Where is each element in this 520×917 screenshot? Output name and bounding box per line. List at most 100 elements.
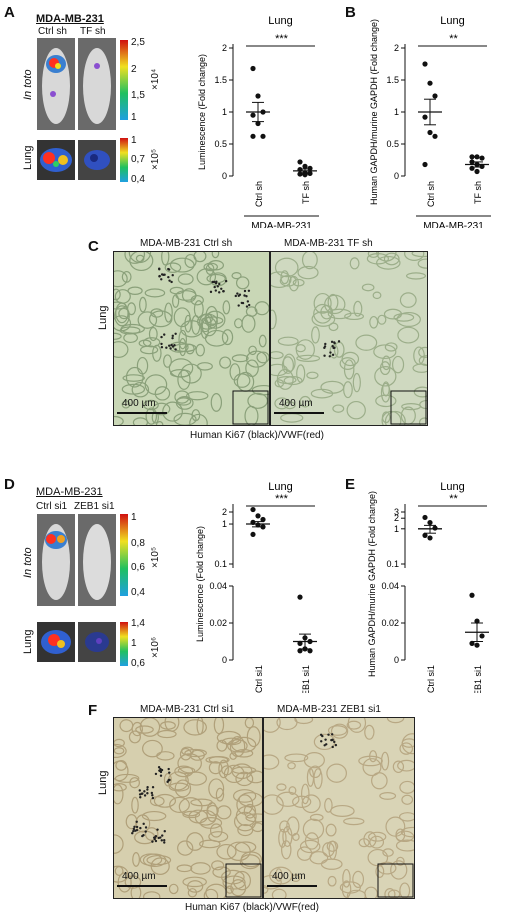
alveolus bbox=[352, 870, 365, 889]
alveolus bbox=[182, 876, 207, 888]
alveolus bbox=[121, 270, 132, 283]
ki67-nucleus bbox=[324, 738, 327, 741]
alveolus bbox=[358, 755, 383, 767]
ki67-nucleus bbox=[174, 332, 177, 335]
alveolus bbox=[211, 252, 220, 259]
mouse-image-zeb1-si1 bbox=[78, 514, 116, 606]
group-label-ctrl-si1: Ctrl si1 bbox=[36, 501, 68, 512]
panel-label-d: D bbox=[4, 476, 15, 493]
significance-marker: ** bbox=[449, 493, 458, 505]
ki67-nucleus bbox=[218, 282, 221, 286]
data-point bbox=[260, 133, 266, 139]
ki67-nucleus bbox=[144, 830, 147, 833]
y-tick-label: 0.5 bbox=[214, 139, 227, 149]
alveolus bbox=[173, 412, 197, 425]
alveolus bbox=[177, 766, 196, 775]
ki67-nucleus bbox=[168, 771, 171, 774]
alveolus bbox=[303, 752, 325, 769]
colorbar-tick: 0,8 bbox=[131, 538, 145, 549]
scale-bar bbox=[117, 412, 167, 414]
ki67-nucleus bbox=[160, 346, 164, 349]
alveolus bbox=[366, 252, 389, 265]
ki67-nucleus bbox=[159, 767, 162, 771]
alveolus bbox=[114, 270, 128, 288]
panel-label-e: E bbox=[345, 476, 356, 493]
alveolus bbox=[154, 386, 171, 401]
alveolus bbox=[333, 341, 345, 358]
alveolus bbox=[174, 779, 192, 798]
alveolus bbox=[398, 812, 414, 822]
lung-image-zeb1-si1 bbox=[78, 622, 116, 662]
alveolus bbox=[199, 817, 223, 829]
alveolus bbox=[368, 831, 387, 842]
ki67-nucleus bbox=[241, 301, 245, 305]
data-point bbox=[302, 163, 308, 169]
alveolus bbox=[292, 795, 312, 808]
data-point bbox=[469, 165, 475, 171]
alveolus bbox=[343, 817, 365, 826]
ki67-nucleus bbox=[331, 745, 334, 749]
y-axis-label: Luminescence (Fold change) bbox=[195, 526, 205, 642]
alveolus bbox=[156, 751, 175, 761]
alveolus bbox=[233, 373, 251, 388]
ki67-nucleus bbox=[174, 348, 177, 351]
alveolus bbox=[234, 318, 243, 329]
alveolus bbox=[211, 860, 225, 871]
alveolus bbox=[114, 738, 125, 748]
ki67-nucleus bbox=[150, 791, 154, 795]
alveolus bbox=[390, 860, 408, 880]
ki67-nucleus bbox=[132, 829, 135, 833]
alveolus bbox=[177, 753, 202, 774]
alveolus bbox=[173, 307, 191, 328]
alveolus bbox=[142, 853, 167, 868]
alveolus bbox=[384, 887, 396, 898]
row-label-in-toto: In toto bbox=[22, 69, 34, 100]
alveolus bbox=[311, 311, 336, 327]
alveolus bbox=[123, 332, 138, 344]
alveolus bbox=[144, 827, 159, 841]
ki67-nucleus bbox=[159, 836, 162, 839]
alveolus bbox=[320, 380, 345, 394]
alveolus bbox=[137, 311, 158, 329]
alveolus bbox=[277, 336, 299, 346]
ki67-nucleus bbox=[220, 287, 223, 291]
y-tick-label: 0.04 bbox=[381, 581, 399, 591]
alveolus bbox=[241, 314, 256, 333]
colorbar-tick: 0,6 bbox=[131, 562, 145, 573]
ki67-nucleus bbox=[160, 839, 163, 842]
ki67-nucleus bbox=[167, 767, 170, 771]
ki67-nucleus bbox=[246, 300, 250, 303]
ki67-nucleus bbox=[330, 340, 334, 344]
alveolus bbox=[330, 723, 349, 739]
alveolus bbox=[397, 326, 420, 344]
histology-image-tf-sh bbox=[270, 251, 428, 426]
alveolus bbox=[183, 719, 207, 736]
alveolus bbox=[244, 718, 255, 729]
alveolus bbox=[231, 272, 242, 280]
alveolus bbox=[294, 718, 314, 725]
colorbar-tick: 2,5 bbox=[131, 37, 145, 48]
alveolus bbox=[114, 305, 130, 327]
ki67-nucleus bbox=[160, 335, 163, 339]
alveolus bbox=[205, 305, 219, 327]
significance-marker: *** bbox=[275, 33, 289, 45]
alveolus bbox=[401, 738, 414, 748]
alveolus bbox=[142, 739, 163, 758]
alveolus bbox=[286, 816, 300, 837]
alveolus bbox=[310, 388, 334, 399]
ki67-nucleus bbox=[333, 740, 336, 744]
alveolus bbox=[287, 762, 296, 770]
y-tick-label: 2 bbox=[222, 507, 227, 517]
alveolus bbox=[397, 759, 414, 772]
data-point bbox=[474, 154, 480, 160]
chart-title: Lung bbox=[440, 481, 464, 493]
alveolus bbox=[169, 796, 190, 813]
alveolus bbox=[281, 840, 292, 860]
magnified-inset bbox=[225, 863, 262, 898]
ki67-nucleus bbox=[331, 353, 335, 357]
row-label-lung: Lung bbox=[22, 145, 34, 170]
histology-image-zeb1-si1 bbox=[263, 717, 415, 899]
ki67-nucleus bbox=[141, 792, 144, 795]
alveolus bbox=[178, 797, 203, 817]
ki67-nucleus bbox=[160, 273, 164, 276]
